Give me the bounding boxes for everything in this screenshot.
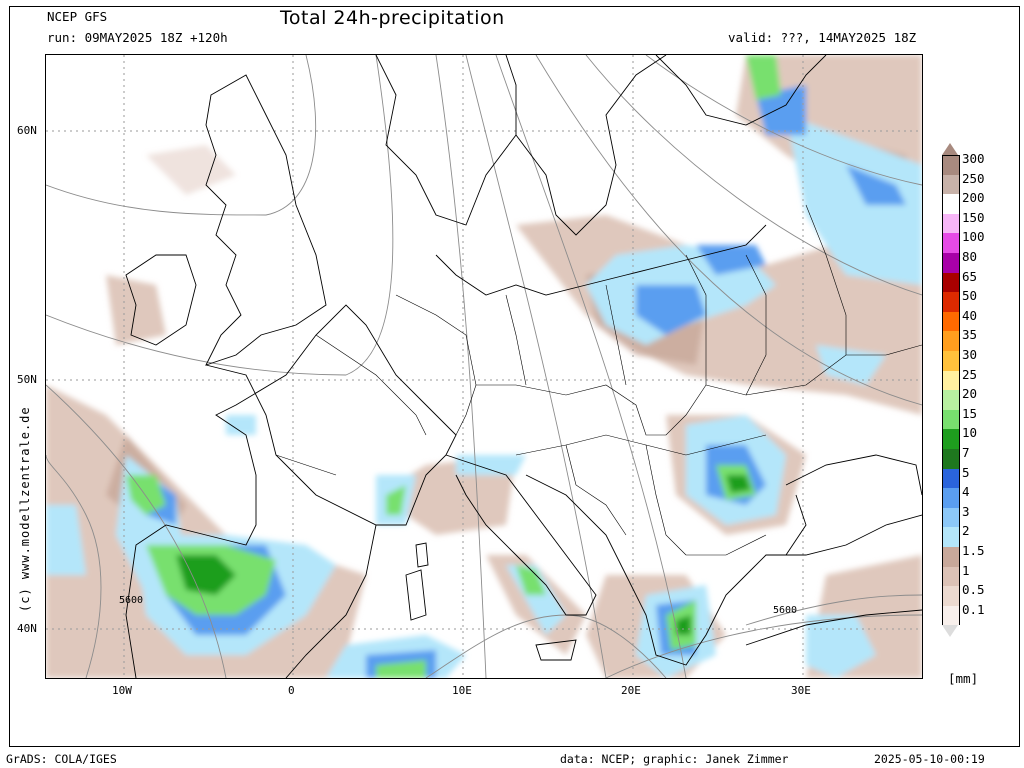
- footer-timestamp: 2025-05-10-00:19: [874, 752, 985, 766]
- legend-swatch: [942, 351, 960, 371]
- legend-swatch: [942, 292, 960, 312]
- legend-label: 150: [962, 209, 985, 225]
- legend-label: 100: [962, 229, 985, 245]
- legend-swatch: [942, 213, 960, 234]
- legend-label: 80: [962, 249, 978, 264]
- legend-label: 35: [962, 327, 978, 343]
- legend-label: 4: [962, 484, 970, 500]
- legend-label: 3: [962, 503, 970, 519]
- map-canvas: [46, 55, 922, 678]
- legend-swatch: [942, 272, 960, 293]
- lon-label: 20E: [621, 684, 641, 697]
- legend-label: 0.5: [962, 582, 985, 598]
- plot-frame: [9, 6, 1020, 747]
- contour-label: 5600: [773, 605, 798, 616]
- lon-label: 10W: [112, 684, 132, 697]
- legend-arrow-top: [942, 143, 958, 155]
- legend-swatch: [942, 547, 960, 567]
- legend-label: 1.5: [962, 543, 985, 558]
- precip-7mm: [176, 475, 751, 635]
- legend-swatch: [942, 194, 960, 214]
- legend-swatch: [942, 429, 960, 449]
- lat-label: 40N: [17, 622, 37, 635]
- legend-label: 25: [962, 366, 978, 382]
- legend-label: 200: [962, 190, 985, 206]
- legend-arrow-bottom: [942, 625, 958, 638]
- lat-label: 60N: [17, 124, 37, 137]
- legend-swatch: [942, 390, 960, 410]
- legend-label: 10: [962, 425, 978, 441]
- lon-label: 30E: [791, 684, 811, 697]
- footer-credit: data: NCEP; graphic: Janek Zimmer: [560, 752, 789, 766]
- geopotential-contours: [46, 55, 922, 678]
- legend-unit: [mm]: [948, 671, 979, 686]
- country-borders: [275, 204, 922, 556]
- legend-label: 7: [962, 445, 970, 460]
- legend-swatch: [942, 468, 960, 489]
- legend-swatch: [942, 370, 960, 391]
- legend-label: 30: [962, 347, 978, 362]
- legend-swatch: [942, 586, 960, 606]
- legend-label: 65: [962, 268, 978, 284]
- run-label: run: 09MAY2025 18Z +120h: [47, 30, 228, 45]
- legend-label: 250: [962, 170, 985, 186]
- legend-label: 1: [962, 562, 970, 578]
- lon-label: 0: [288, 684, 295, 697]
- model-label: NCEP GFS: [47, 9, 108, 24]
- precipitation-map: 5600 5600: [45, 54, 923, 679]
- footer-left: GrADS: COLA/IGES: [6, 752, 117, 766]
- legend-swatch: [942, 155, 960, 176]
- legend-swatch: [942, 507, 960, 528]
- legend-label: 0.1: [962, 601, 985, 617]
- coastlines: [125, 55, 922, 678]
- legend-swatch: [942, 331, 960, 351]
- legend-swatch: [942, 527, 960, 547]
- legend-label: 300: [962, 151, 985, 166]
- legend-label: 2: [962, 523, 970, 539]
- legend-swatch: [942, 174, 960, 195]
- legend-swatch: [942, 409, 960, 430]
- side-credit: (c) www.modellzentrale.de: [18, 406, 32, 612]
- legend-swatch: [942, 233, 960, 253]
- legend-swatch: [942, 488, 960, 508]
- lat-label: 50N: [17, 373, 37, 386]
- legend-swatch: [942, 566, 960, 587]
- legend-label: 40: [962, 307, 978, 323]
- contour-label: 5600: [119, 595, 144, 606]
- legend-label: 50: [962, 288, 978, 304]
- precip-shading: [46, 55, 922, 678]
- legend-label: 5: [962, 464, 970, 480]
- legend-label: 20: [962, 386, 978, 402]
- legend-swatch: [942, 449, 960, 469]
- legend-swatch: [942, 605, 960, 626]
- legend-swatch: [942, 253, 960, 273]
- legend-label: 15: [962, 405, 978, 421]
- map-title: Total 24h-precipitation: [280, 7, 505, 29]
- lon-label: 10E: [452, 684, 472, 697]
- valid-label: valid: ???, 14MAY2025 18Z: [728, 30, 917, 45]
- legend-swatch: [942, 311, 960, 332]
